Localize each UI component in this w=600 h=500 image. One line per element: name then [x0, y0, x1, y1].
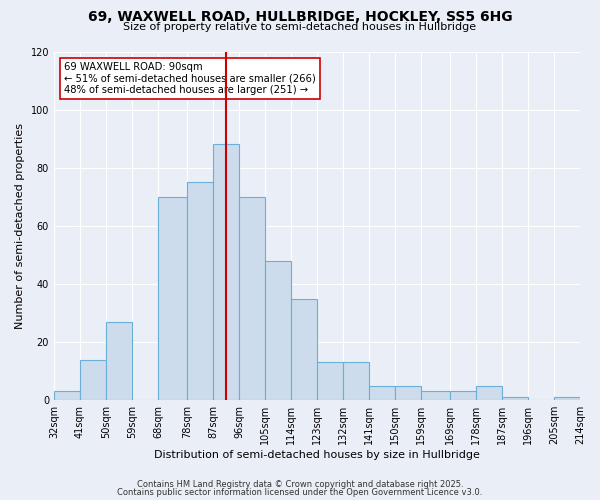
Text: 69, WAXWELL ROAD, HULLBRIDGE, HOCKLEY, SS5 6HG: 69, WAXWELL ROAD, HULLBRIDGE, HOCKLEY, S…: [88, 10, 512, 24]
Bar: [476, 386, 502, 400]
Bar: [421, 392, 450, 400]
Bar: [158, 197, 187, 400]
Text: 69 WAXWELL ROAD: 90sqm
← 51% of semi-detached houses are smaller (266)
48% of se: 69 WAXWELL ROAD: 90sqm ← 51% of semi-det…: [64, 62, 316, 95]
Text: Size of property relative to semi-detached houses in Hullbridge: Size of property relative to semi-detach…: [124, 22, 476, 32]
Bar: [369, 386, 395, 400]
Bar: [187, 182, 213, 400]
Bar: [343, 362, 369, 400]
Bar: [265, 260, 291, 400]
Text: Contains HM Land Registry data © Crown copyright and database right 2025.: Contains HM Land Registry data © Crown c…: [137, 480, 463, 489]
X-axis label: Distribution of semi-detached houses by size in Hullbridge: Distribution of semi-detached houses by …: [154, 450, 480, 460]
Bar: [54, 392, 80, 400]
Bar: [213, 144, 239, 400]
Bar: [80, 360, 106, 400]
Bar: [317, 362, 343, 400]
Bar: [554, 398, 580, 400]
Bar: [106, 322, 132, 400]
Bar: [239, 197, 265, 400]
Bar: [450, 392, 476, 400]
Y-axis label: Number of semi-detached properties: Number of semi-detached properties: [15, 123, 25, 329]
Bar: [502, 398, 528, 400]
Text: Contains public sector information licensed under the Open Government Licence v3: Contains public sector information licen…: [118, 488, 482, 497]
Bar: [395, 386, 421, 400]
Bar: [291, 298, 317, 400]
